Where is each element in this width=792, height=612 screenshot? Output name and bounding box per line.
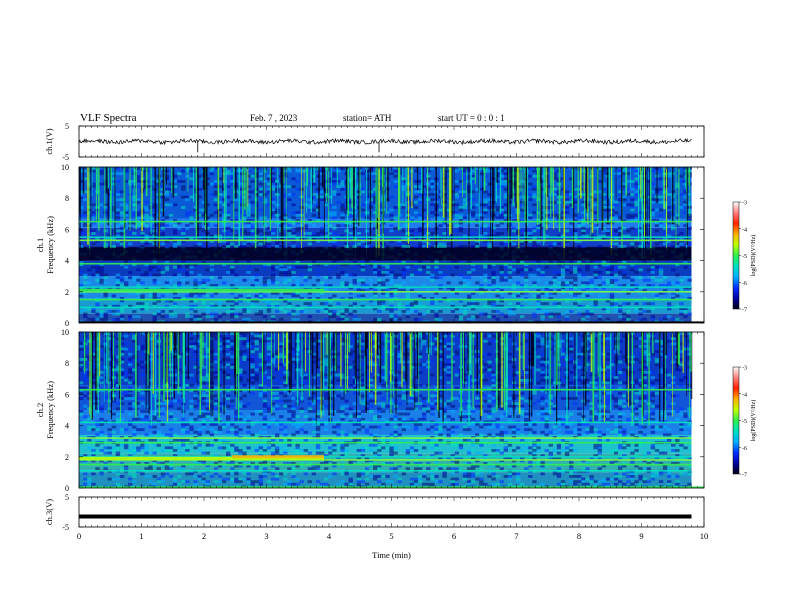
ch1-spec-tick-label: 4	[65, 257, 69, 266]
ch2-colorbar-label: log(PSD)(V²/Hz)	[750, 400, 757, 441]
ch1-wave-tick-label: 5	[65, 122, 69, 131]
ch2-spec-tick-label: 0	[65, 484, 69, 493]
start-ut-label: start UT = 0 : 0 : 1	[438, 113, 505, 123]
ch3-wave-axis-label: ch.3(V)	[44, 499, 54, 525]
ch1-spectrogram	[79, 167, 704, 324]
x-tick-label: 6	[452, 531, 456, 541]
panel-frame-w3	[78, 496, 705, 528]
ch1-colorbar-tick: -3	[742, 201, 747, 207]
date-label: Feb. 7 , 2023	[250, 113, 298, 123]
ch1-colorbar-tick: -6	[742, 281, 747, 287]
ch1-waveform	[78, 137, 692, 153]
x-tick-label: 3	[264, 531, 268, 541]
x-tick-label: 10	[700, 531, 709, 541]
ch2-colorbar	[732, 366, 740, 475]
ch2-spec-tick-label: 6	[65, 390, 69, 399]
x-tick-label: 7	[514, 531, 518, 541]
ch1-spec-axis-label: ch.1Frequency (kHz)	[35, 216, 55, 274]
x-tick-label: 1	[139, 531, 143, 541]
ch3-wave-tick-label: -5	[62, 523, 69, 532]
x-tick-label: 5	[389, 531, 393, 541]
x-tick-label: 9	[639, 531, 643, 541]
x-tick-label: 2	[202, 531, 206, 541]
ch1-spec-tick-label: 0	[65, 319, 69, 328]
ch2-spec-tick-label: 10	[61, 328, 69, 337]
ch2-spectrogram	[79, 332, 704, 489]
x-tick-label: 8	[577, 531, 581, 541]
x-tick-label: 4	[327, 531, 332, 541]
x-axis-label: Time (min)	[372, 550, 411, 560]
ch2-colorbar-tick: -4	[742, 392, 747, 398]
ch2-colorbar-tick: -5	[742, 419, 747, 425]
ch2-colorbar-tick: -7	[742, 473, 747, 479]
ch1-spec-tick-label: 8	[65, 194, 69, 203]
ch1-colorbar-tick: -5	[742, 254, 747, 260]
station-label: station= ATH	[343, 113, 392, 123]
ch2-spec-tick-label: 4	[65, 422, 69, 431]
ch1-spec-tick-label: 2	[65, 288, 69, 297]
ch1-colorbar-tick: -7	[742, 308, 747, 314]
ch1-wave-axis-label: ch.1(V)	[44, 128, 54, 154]
ch1-colorbar-label: log(PSD)(V²/Hz)	[750, 235, 757, 276]
ch1-colorbar-tick: -4	[742, 227, 747, 233]
ch2-colorbar-tick: -6	[742, 446, 747, 452]
ch2-colorbar-tick: -3	[742, 366, 747, 372]
ch1-wave-tick-label: -5	[62, 153, 69, 162]
chart-title: VLF Spectra	[80, 112, 137, 124]
ch2-spec-tick-label: 8	[65, 359, 69, 368]
ch1-colorbar	[732, 201, 740, 310]
ch1-waveform-line	[78, 137, 692, 146]
ch2-spec-tick-label: 2	[65, 453, 69, 462]
ch1-spec-tick-label: 10	[61, 163, 69, 172]
ch1-spec-tick-label: 6	[65, 225, 69, 234]
ch3-wave-tick-label: 5	[65, 493, 69, 502]
x-tick-label: 0	[77, 531, 81, 541]
ch2-spec-axis-label: ch.2Frequency (kHz)	[35, 381, 55, 439]
